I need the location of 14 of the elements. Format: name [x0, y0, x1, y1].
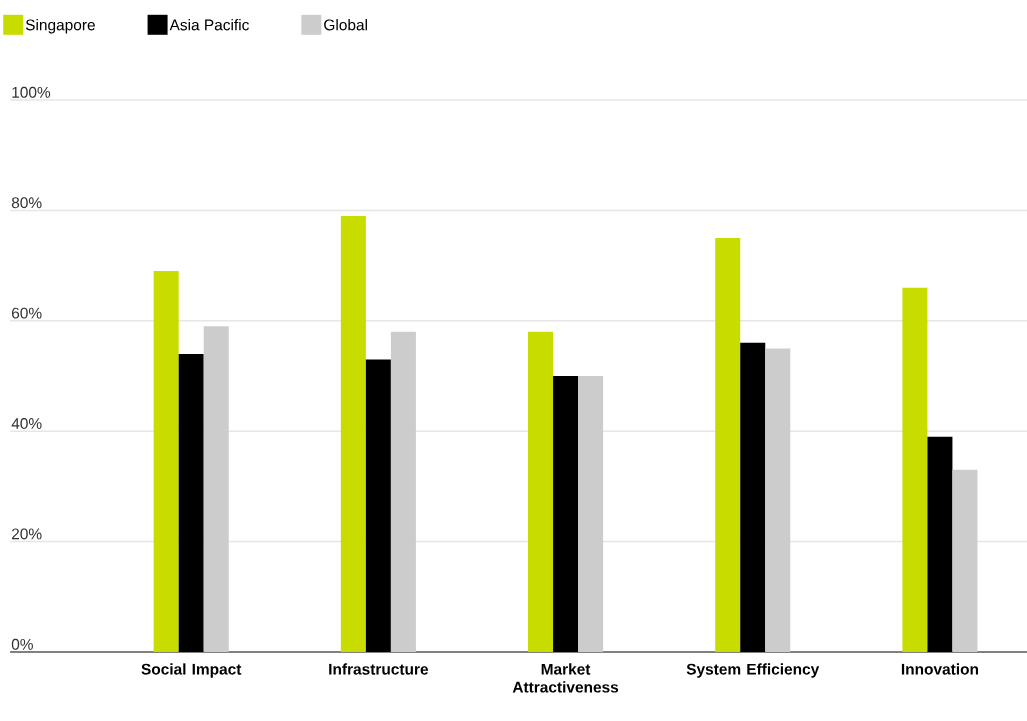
- x-tick-label: Innovation: [901, 663, 978, 675]
- x-tick-label: Market Attractiveness: [512, 663, 619, 693]
- y-tick-label: 40%: [11, 418, 42, 429]
- y-tick-label: 20%: [11, 528, 42, 540]
- y-tick-label: 0%: [11, 638, 33, 650]
- x-tick-label: System Efficiency: [686, 663, 820, 678]
- y-tick-label: 80%: [11, 197, 42, 209]
- legend-label: Global: [324, 19, 367, 31]
- y-tick-label: 60%: [11, 307, 42, 319]
- x-tick-label: Social Impact: [141, 663, 242, 678]
- legend-label: Singapore: [25, 19, 95, 34]
- x-tick-label: Infrastructure: [329, 663, 429, 675]
- legend-label: Asia Pacific: [169, 19, 249, 31]
- y-tick-label: 100%: [12, 86, 51, 98]
